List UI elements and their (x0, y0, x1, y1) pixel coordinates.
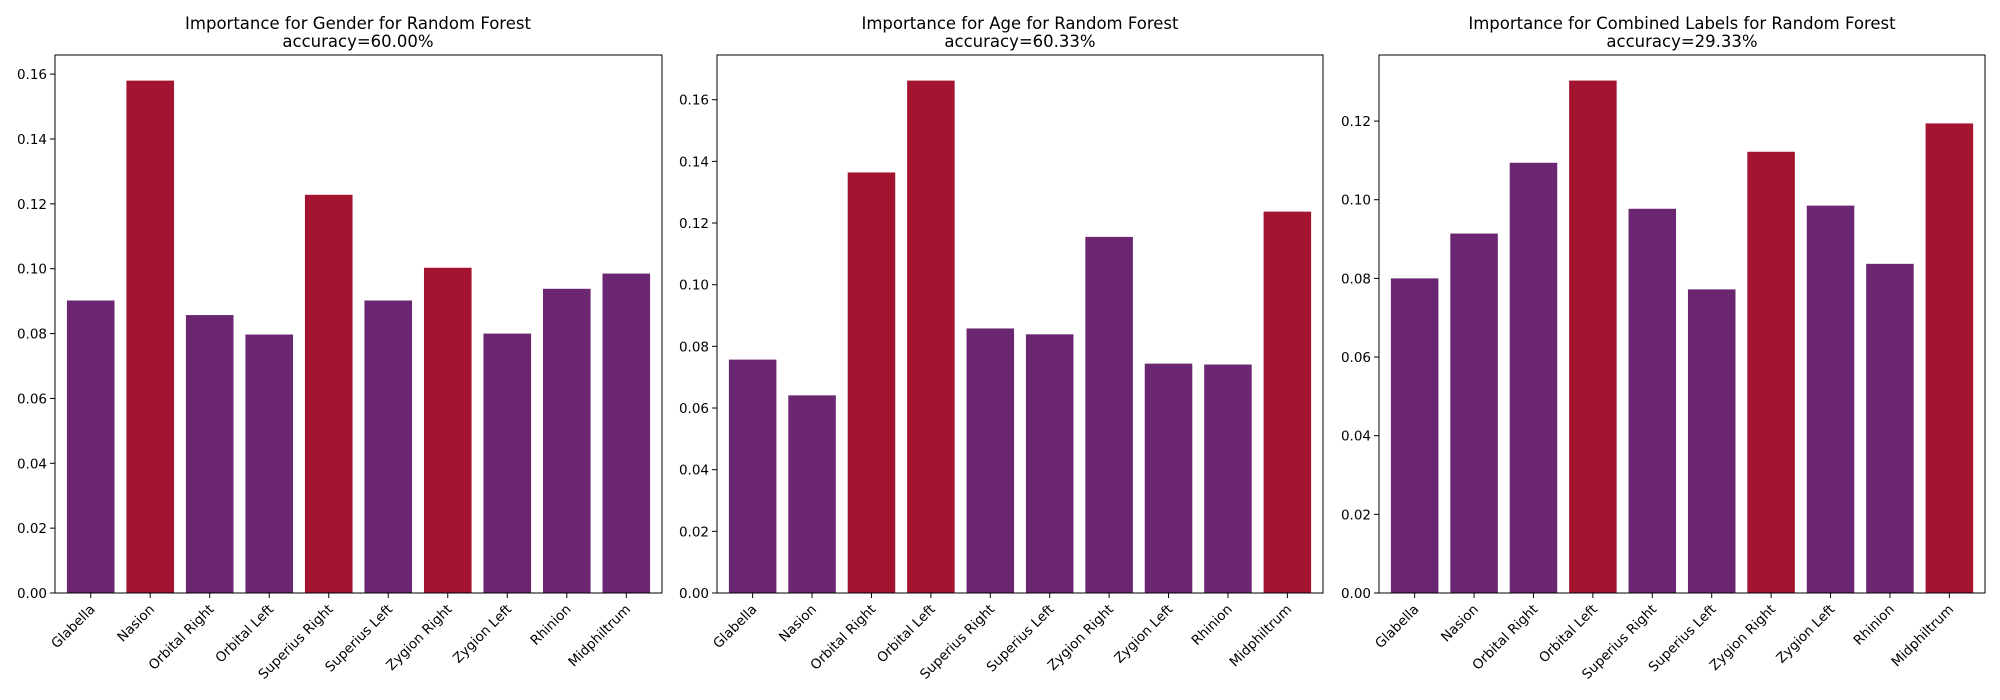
subplot-combined: Importance for Combined Labels for Rando… (1341, 14, 1986, 683)
x-tick-label: Rhinion (1189, 602, 1236, 649)
bar (1263, 211, 1312, 593)
chart-title: Importance for Gender for Random Forest (185, 14, 531, 33)
y-tick-label: 0.00 (17, 586, 47, 602)
y-tick-label: 0.08 (1341, 271, 1371, 287)
x-tick-label: Zygion Left (1773, 602, 1838, 667)
x-tick-label: Orbital Left (1536, 602, 1601, 667)
x-tick-label: Midphiltrum (1226, 602, 1295, 671)
y-tick-label: 0.02 (1341, 507, 1371, 523)
subplot-gender: Importance for Gender for Random Forest … (17, 14, 663, 683)
x-tick-label: Zygion Left (1111, 602, 1176, 667)
bar (1025, 334, 1074, 593)
x-tick-label: Nasion (1438, 602, 1482, 646)
bar (1925, 123, 1974, 594)
x-tick-label: Glabella (710, 602, 760, 652)
y-tick-label: 0.16 (17, 67, 47, 83)
y-tick-label: 0.08 (679, 339, 709, 355)
bar (185, 315, 234, 593)
bar (602, 273, 651, 593)
bar (245, 334, 294, 593)
x-tick-label: Rhinion (1851, 602, 1898, 649)
chart-subtitle: accuracy=60.33% (944, 32, 1095, 51)
y-tick-label: 0.12 (679, 216, 709, 232)
bar (1085, 236, 1133, 593)
x-tick-label: Zygion Left (450, 602, 515, 667)
bar (1390, 278, 1439, 593)
x-tick-label: Nasion (776, 602, 820, 646)
y-tick-label: 0.02 (679, 524, 709, 540)
bar (66, 300, 115, 593)
chart-subtitle: accuracy=29.33% (1606, 32, 1757, 51)
y-tick-label: 0.12 (1341, 114, 1371, 130)
bar (728, 359, 777, 593)
bar (1866, 263, 1914, 593)
y-tick-label: 0.10 (17, 262, 47, 278)
bar (364, 300, 413, 593)
bar (966, 328, 1015, 593)
bar (1747, 151, 1795, 593)
y-tick-label: 0.04 (17, 456, 47, 472)
x-tick-label: Rhinion (527, 602, 574, 649)
y-tick-label: 0.04 (1341, 429, 1371, 445)
y-tick-label: 0.10 (1341, 193, 1371, 209)
bar (788, 395, 836, 593)
bar (423, 267, 472, 593)
chart-title: Importance for Age for Random Forest (861, 14, 1179, 33)
bar (483, 333, 532, 593)
x-tick-label: Midphiltrum (565, 602, 634, 671)
y-tick-label: 0.10 (679, 278, 709, 294)
y-tick-label: 0.02 (17, 521, 47, 537)
bar (1687, 289, 1736, 593)
x-tick-label: Orbital Left (212, 602, 277, 667)
bar (126, 80, 175, 594)
bar (907, 80, 955, 594)
axes-frame (54, 54, 663, 594)
y-tick-label: 0.06 (679, 401, 709, 417)
y-tick-label: 0.04 (679, 463, 709, 479)
bar (1806, 205, 1855, 593)
y-tick-label: 0.16 (679, 93, 709, 109)
x-tick-label: Orbital Left (874, 602, 939, 667)
y-tick-label: 0.00 (679, 586, 709, 602)
y-tick-label: 0.14 (679, 154, 709, 170)
axes-frame (716, 54, 1324, 594)
y-tick-label: 0.06 (1341, 350, 1371, 366)
y-tick-label: 0.00 (1341, 586, 1371, 602)
bar (304, 194, 353, 593)
bar (1509, 162, 1558, 593)
x-tick-label: Glabella (1372, 602, 1422, 652)
chart-subtitle: accuracy=60.00% (282, 32, 433, 51)
x-tick-label: Midphiltrum (1888, 602, 1957, 671)
bar (1569, 80, 1617, 593)
y-tick-label: 0.14 (17, 132, 47, 148)
bar (847, 172, 896, 593)
chart-title: Importance for Combined Labels for Rando… (1468, 14, 1896, 33)
subplot-age: Importance for Age for Random Forest acc… (679, 14, 1324, 683)
x-tick-label: Glabella (48, 602, 98, 652)
y-tick-label: 0.08 (17, 327, 47, 343)
y-tick-label: 0.06 (17, 391, 47, 407)
bar (542, 288, 591, 593)
bar (1144, 363, 1193, 593)
x-tick-label: Nasion (114, 602, 158, 646)
bar (1204, 364, 1252, 593)
y-tick-label: 0.12 (17, 197, 47, 213)
axes-frame (1378, 54, 1986, 594)
bar (1628, 208, 1677, 593)
bar (1450, 233, 1498, 594)
